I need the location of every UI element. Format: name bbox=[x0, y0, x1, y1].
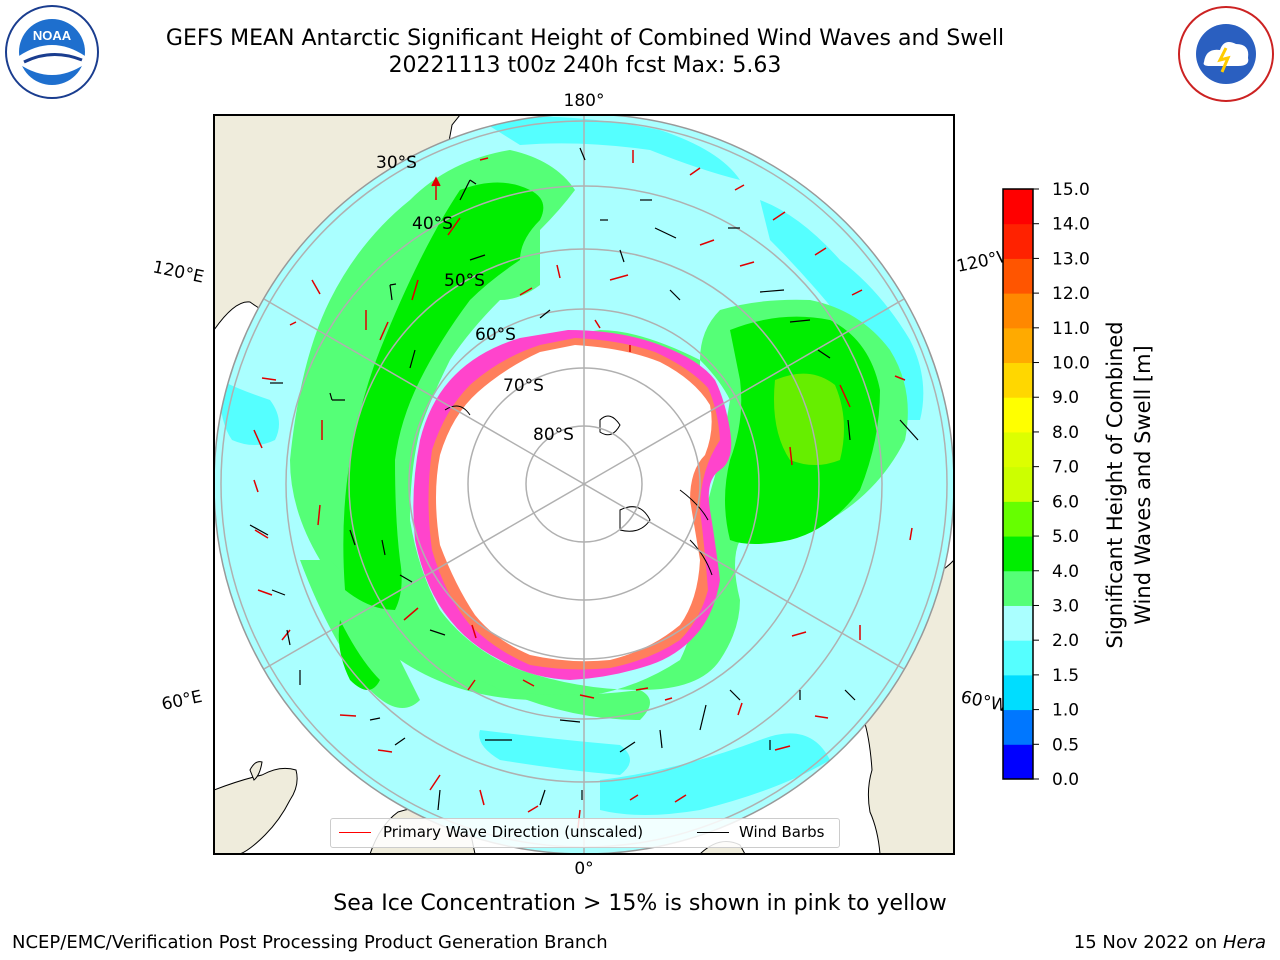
footer-host: Hera bbox=[1222, 932, 1266, 953]
lon-label-0: 0° bbox=[574, 859, 593, 879]
lon-label-60e: 60°E bbox=[160, 687, 204, 715]
colorbar-swatch bbox=[1003, 223, 1033, 259]
meridian-60e-120w bbox=[263, 298, 905, 670]
colorbar-tick-label: 6.0 bbox=[1052, 492, 1079, 512]
lat-label-40s: 40°S bbox=[412, 214, 453, 234]
graticule bbox=[214, 115, 954, 854]
sea-ice-caption: Sea Ice Concentration > 15% is shown in … bbox=[333, 891, 947, 916]
colorbar-tick-label: 2.0 bbox=[1052, 631, 1079, 651]
colorbar-tick-label: 7.0 bbox=[1052, 458, 1079, 478]
colorbar-swatch bbox=[1003, 501, 1033, 537]
colorbar-swatch bbox=[1003, 362, 1033, 398]
colorbar-swatch bbox=[1003, 570, 1033, 606]
antarctica bbox=[413, 330, 732, 680]
wind-barbs bbox=[249, 147, 919, 811]
colorbar-tick-label: 13.0 bbox=[1052, 249, 1090, 269]
lon-label-180: 180° bbox=[564, 91, 605, 111]
noaa-logo: NOAA bbox=[5, 5, 99, 99]
lat-label-80s: 80°S bbox=[533, 425, 574, 445]
noaa-logo-text: NOAA bbox=[33, 28, 72, 43]
colorbar-label-line1: Significant Height of Combined bbox=[1103, 321, 1127, 648]
colorbar-swatch bbox=[1003, 258, 1033, 294]
colorbar-tick-label: 0.0 bbox=[1052, 770, 1079, 790]
colorbar-swatch bbox=[1003, 709, 1033, 745]
page-subtitle: 20221113 t00z 240h fcst Max: 5.63 bbox=[388, 53, 782, 78]
colorbar: 0.0 0.5 1.0 1.5 2.0 3.0 4.0 5.0 6.0 7.0 8.0 9.0 10.0… bbox=[1002, 180, 1090, 790]
colorbar-tick-label: 11.0 bbox=[1052, 319, 1090, 339]
colorbar-label-line2: Wind Waves and Swell [m] bbox=[1131, 345, 1155, 625]
page-title: GEFS MEAN Antarctic Significant Height o… bbox=[165, 26, 1005, 51]
colorbar-swatch bbox=[1003, 293, 1033, 329]
colorbar-tick-label: 1.5 bbox=[1052, 666, 1079, 686]
lon-label-60w: 60°W bbox=[959, 687, 1009, 716]
map-legend: Primary Wave Direction (unscaled) Wind B… bbox=[330, 818, 840, 848]
land-africa bbox=[214, 767, 298, 854]
lat-label-70s: 70°S bbox=[503, 376, 544, 396]
colorbar-tick-label: 15.0 bbox=[1052, 180, 1090, 200]
colorbar-tick-label: 14.0 bbox=[1052, 215, 1090, 235]
colorbar-swatch bbox=[1003, 431, 1033, 468]
legend-primary-label: Primary Wave Direction (unscaled) bbox=[383, 823, 644, 841]
land-madagascar bbox=[249, 761, 263, 781]
colorbar-tick-label: 10.0 bbox=[1052, 354, 1090, 374]
colorbar-frame bbox=[1002, 188, 1034, 780]
legend-barbs-swatch bbox=[697, 832, 729, 833]
footer-credit: NCEP/EMC/Verification Post Processing Pr… bbox=[12, 932, 608, 953]
colorbar-swatch bbox=[1003, 605, 1033, 641]
lat-label-50s: 50°S bbox=[444, 271, 485, 291]
colorbar-tick-label: 8.0 bbox=[1052, 423, 1079, 443]
lat-label-30s: 30°S bbox=[376, 153, 417, 173]
lat-label-60s: 60°S bbox=[475, 325, 516, 345]
footer-date-text: 15 Nov 2022 on bbox=[1073, 932, 1223, 953]
colorbar-swatch bbox=[1003, 744, 1033, 780]
colorbar-tick-label: 1.0 bbox=[1052, 701, 1079, 721]
colorbar-tick-label: 0.5 bbox=[1052, 735, 1079, 755]
colorbar-swatch bbox=[1003, 327, 1033, 364]
footer-date: 15 Nov 2022 on Hera bbox=[1074, 932, 1266, 953]
colorbar-swatch bbox=[1003, 640, 1033, 676]
colorbar-tick-label: 4.0 bbox=[1052, 562, 1079, 582]
colorbar-swatch bbox=[1003, 466, 1033, 502]
colorbar-tick-label: 3.0 bbox=[1052, 596, 1079, 616]
colorbar-swatch bbox=[1003, 397, 1033, 433]
colorbar-tick-label: 9.0 bbox=[1052, 388, 1079, 408]
map-frame bbox=[213, 114, 955, 855]
colorbar-swatch bbox=[1003, 536, 1033, 572]
colorbar-swatch bbox=[1003, 189, 1033, 225]
legend-primary-swatch bbox=[339, 832, 371, 833]
legend-barbs-label: Wind Barbs bbox=[739, 823, 825, 841]
colorbar-swatch bbox=[1003, 674, 1033, 711]
colorbar-tick-label: 5.0 bbox=[1052, 527, 1079, 547]
lon-label-120e: 120°E bbox=[151, 257, 206, 287]
nws-logo bbox=[1178, 6, 1274, 102]
colorbar-tick-label: 12.0 bbox=[1052, 284, 1090, 304]
wave-arrows bbox=[253, 150, 913, 829]
